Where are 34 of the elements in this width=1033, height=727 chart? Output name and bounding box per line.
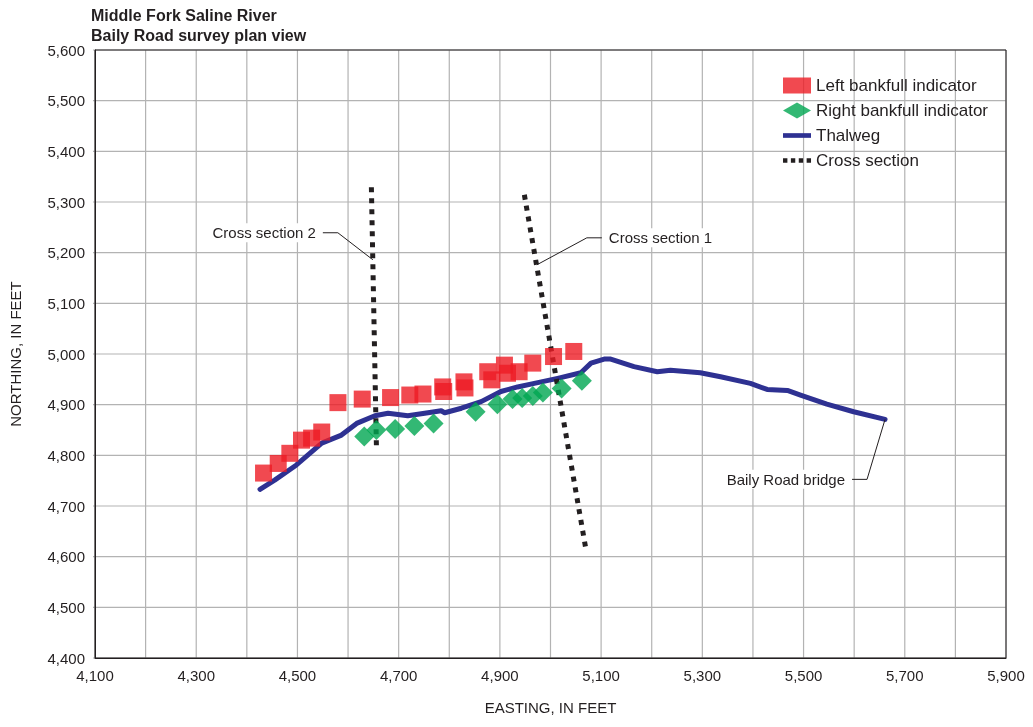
legend-label: Right bankfull indicator — [816, 101, 989, 120]
x-tick-label: 5,900 — [987, 667, 1025, 684]
y-tick-label: 5,400 — [47, 142, 85, 160]
legend-label: Left bankfull indicator — [816, 76, 978, 95]
chart-title: Middle Fork Saline River — [91, 6, 277, 24]
x-tick-label: 5,100 — [582, 667, 620, 684]
y-tick-label: 5,600 — [47, 41, 85, 59]
y-tick-label: 5,500 — [47, 92, 85, 110]
legend-label: Thalweg — [816, 126, 881, 145]
y-tick-label: 4,700 — [47, 497, 85, 515]
annotation: Cross section 2 — [212, 224, 316, 242]
y-tick-label: 4,400 — [47, 649, 85, 667]
chart-subtitle: Baily Road survey plan view — [91, 26, 307, 44]
y-tick-label: 4,500 — [47, 598, 85, 616]
x-tick-label: 4,900 — [481, 667, 519, 684]
y-tick-label: 5,300 — [47, 193, 85, 211]
y-tick-label: 4,800 — [47, 446, 85, 464]
x-tick-label: 5,500 — [784, 667, 823, 684]
y-tick-label: 5,000 — [47, 345, 85, 363]
y-tick-label: 5,200 — [47, 244, 85, 262]
legend-label: Cross section — [816, 151, 919, 170]
x-tick-label: 5,300 — [683, 667, 722, 684]
x-tick-label: 4,700 — [379, 667, 418, 684]
y-tick-label: 4,900 — [47, 396, 85, 414]
y-axis-title: NORTHING, IN FEET — [7, 281, 24, 427]
y-tick-label: 4,600 — [47, 548, 85, 566]
x-tick-label: 4,500 — [278, 667, 317, 684]
x-tick-label: 5,700 — [886, 667, 924, 684]
x-axis-title: EASTING, IN FEET — [484, 699, 617, 716]
x-tick-label: 4,300 — [177, 667, 215, 684]
annotation: Baily Road bridge — [726, 470, 846, 488]
y-tick-label: 5,100 — [47, 294, 85, 312]
x-tick-label: 4,100 — [76, 667, 114, 684]
annotation: Cross section 1 — [608, 229, 713, 247]
